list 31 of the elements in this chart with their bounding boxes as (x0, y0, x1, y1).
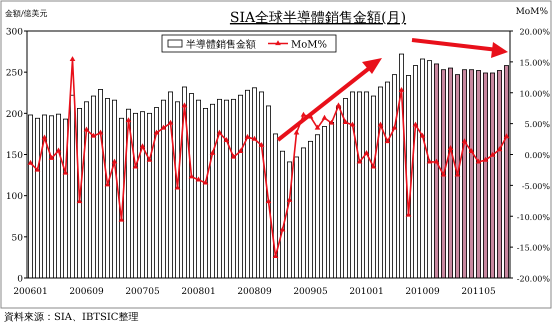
legend-label: MoM% (291, 40, 328, 50)
y2-tick-label: -15.00% (516, 244, 550, 253)
x-tick-label: 201105 (461, 287, 496, 297)
y2-tick-label: 10.00% (519, 89, 550, 98)
source-note: 資料來源：SIA、IBTSIC整理 (4, 311, 138, 323)
x-tick-label: 200801 (181, 287, 216, 297)
x-tick-label: 200809 (237, 287, 272, 297)
y2-tick-label: -20.00% (516, 274, 550, 284)
x-tick-label: 200601 (13, 287, 48, 297)
y-tick-label: 0 (17, 274, 24, 284)
y2-tick-label: -5.00% (522, 182, 550, 191)
y2-tick-label: 5.00% (524, 120, 550, 130)
y2-axis-title: MoM% (516, 7, 548, 17)
y2-tick-label: 15.00% (519, 58, 550, 68)
x-tick-label: 200705 (125, 287, 160, 297)
chart-title: SIA全球半導體銷售金額(月) (230, 10, 406, 26)
y2-tick-label: 0.00% (524, 151, 550, 160)
x-tick-label: 201001 (349, 287, 384, 297)
y2-tick-label: 20.00% (519, 28, 550, 36)
y-tick-label: 250 (6, 68, 24, 79)
y-tick-label: 200 (6, 110, 24, 120)
y-tick-label: 150 (6, 151, 24, 161)
y-tick-label: 100 (6, 192, 24, 202)
x-tick-label: 201009 (405, 287, 440, 297)
x-tick-label: 200905 (293, 287, 328, 297)
y-tick-label: 300 (6, 28, 24, 38)
legend-label: 半導體銷售金額 (186, 38, 256, 50)
y-axis-title: 金額/億美元 (5, 9, 48, 18)
x-tick-label: 200609 (69, 287, 104, 297)
y-tick-label: 50 (12, 233, 24, 244)
y2-tick-label: -10.00% (516, 212, 550, 222)
